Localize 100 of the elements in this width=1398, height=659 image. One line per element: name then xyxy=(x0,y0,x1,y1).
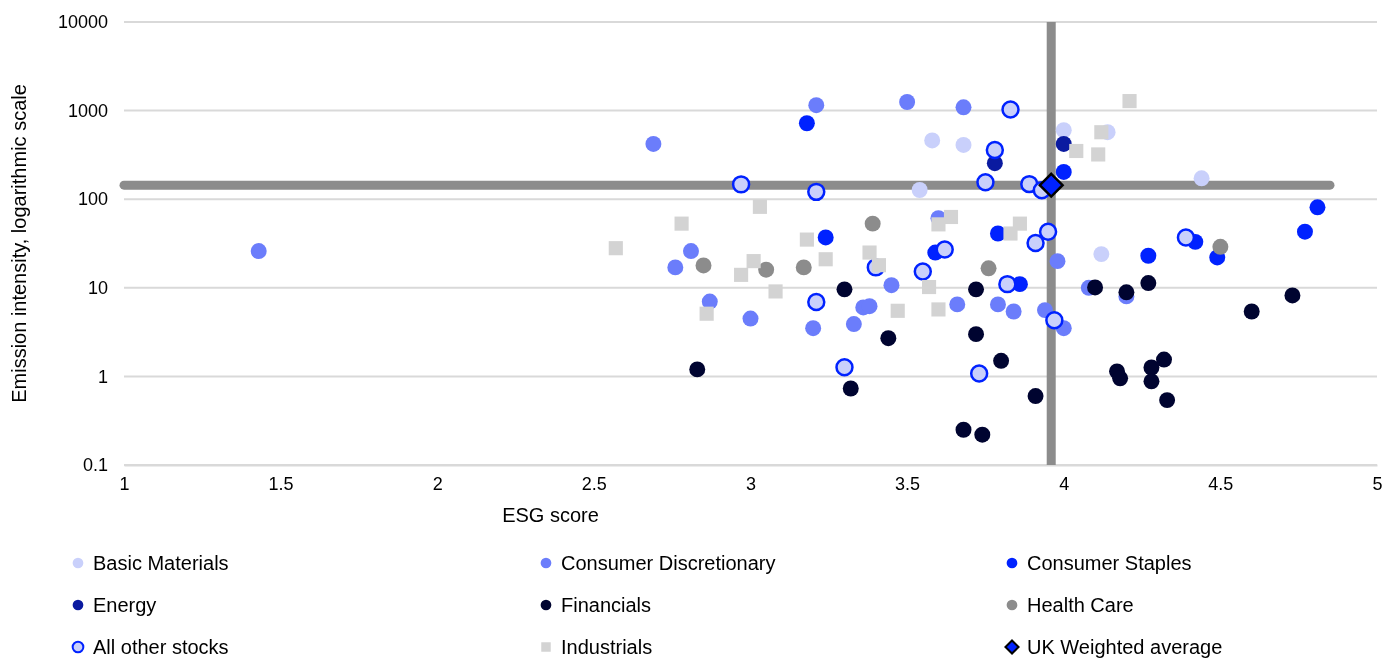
point xyxy=(752,199,767,214)
point xyxy=(968,326,985,343)
point xyxy=(864,215,881,232)
point xyxy=(883,277,900,294)
point xyxy=(798,115,815,132)
point xyxy=(1143,359,1160,376)
point xyxy=(955,136,972,153)
x-tick-label: 5 xyxy=(1372,473,1383,494)
point xyxy=(935,240,954,259)
point xyxy=(1038,172,1064,198)
point xyxy=(969,364,989,383)
point xyxy=(1143,373,1160,390)
point xyxy=(1176,228,1196,247)
point xyxy=(1005,303,1022,320)
point xyxy=(768,284,783,299)
point xyxy=(842,380,859,397)
x-tick-label: 1 xyxy=(119,473,130,494)
point xyxy=(1001,100,1020,119)
point xyxy=(1140,247,1157,264)
point xyxy=(1091,147,1106,162)
point xyxy=(1193,170,1210,187)
legend-label: All other stocks xyxy=(93,636,229,658)
legend-label: Consumer Discretionary xyxy=(561,552,776,574)
point xyxy=(1212,238,1229,255)
point xyxy=(955,99,972,116)
x-tick-label: 2.5 xyxy=(581,473,607,494)
point xyxy=(818,252,833,267)
point xyxy=(911,182,928,198)
point xyxy=(674,216,689,231)
point xyxy=(1159,392,1176,409)
legend-label: Financials xyxy=(561,594,652,616)
point xyxy=(985,140,1005,160)
legend-label: Energy xyxy=(93,594,157,616)
point xyxy=(1112,370,1129,387)
point xyxy=(1122,94,1137,109)
point xyxy=(836,281,853,298)
point xyxy=(1093,246,1110,263)
point xyxy=(695,257,712,274)
point xyxy=(890,303,905,318)
point xyxy=(746,254,761,269)
point xyxy=(807,182,826,202)
point xyxy=(683,243,699,259)
point xyxy=(880,330,897,347)
point xyxy=(734,267,749,282)
point xyxy=(689,361,706,378)
point xyxy=(931,302,946,317)
point xyxy=(742,310,759,327)
legend-label: Consumer Staples xyxy=(1027,552,1192,574)
point xyxy=(250,243,267,259)
x-tick-label: 4 xyxy=(1059,473,1070,494)
point xyxy=(1055,163,1072,180)
x-tick-label: 1.5 xyxy=(268,473,294,494)
point xyxy=(998,274,1017,294)
point xyxy=(1243,303,1260,320)
point xyxy=(845,316,862,332)
point xyxy=(731,175,751,194)
y-axis-title: Emission intensity, logarithmic scale xyxy=(8,84,30,403)
point xyxy=(1045,311,1064,330)
point xyxy=(1309,199,1326,216)
point xyxy=(1140,275,1157,292)
y-tick-label: 10000 xyxy=(57,12,108,33)
point xyxy=(817,229,834,246)
point xyxy=(1026,233,1045,253)
x-axis-title: ESG score xyxy=(502,504,599,526)
x-tick-label: 2 xyxy=(432,473,443,494)
point xyxy=(1087,279,1104,296)
x-tick-label: 4.5 xyxy=(1208,473,1234,494)
legend-label: Health Care xyxy=(1027,594,1134,616)
x-tick-label: 3.5 xyxy=(895,473,921,494)
point xyxy=(1038,222,1058,241)
point xyxy=(974,426,991,443)
legend-label: UK Weighted average xyxy=(1027,636,1223,658)
point xyxy=(1027,388,1044,405)
point xyxy=(980,260,997,277)
point xyxy=(1012,216,1027,231)
point xyxy=(667,259,684,276)
point xyxy=(608,241,623,256)
legend-label: Basic Materials xyxy=(93,552,229,574)
point xyxy=(799,232,814,247)
point xyxy=(1069,143,1084,159)
legend-label: Industrials xyxy=(561,636,653,658)
y-tick-label: 10 xyxy=(87,278,108,299)
point xyxy=(955,421,972,438)
point xyxy=(993,352,1010,369)
point xyxy=(645,136,662,152)
point xyxy=(862,245,877,260)
y-tick-label: 1 xyxy=(97,366,108,387)
point xyxy=(968,281,985,298)
point xyxy=(1284,287,1301,304)
point xyxy=(913,262,933,281)
point xyxy=(1055,136,1072,152)
point xyxy=(943,209,959,225)
point xyxy=(976,173,995,192)
point xyxy=(1094,125,1109,140)
point xyxy=(924,132,941,149)
y-tick-label: 0.1 xyxy=(82,455,108,476)
point xyxy=(921,279,937,295)
point xyxy=(835,357,854,377)
y-tick-label: 1000 xyxy=(67,100,108,121)
point xyxy=(931,217,946,232)
